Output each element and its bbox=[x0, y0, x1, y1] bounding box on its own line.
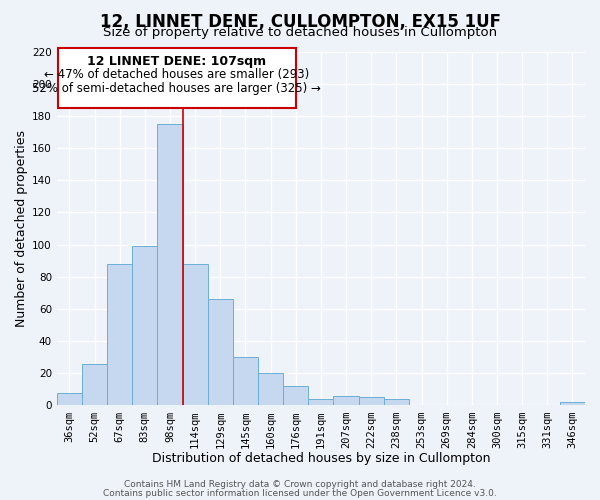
Bar bbox=[82, 364, 107, 406]
Bar bbox=[182, 264, 208, 406]
Bar bbox=[132, 246, 157, 406]
Bar bbox=[308, 399, 334, 406]
Text: Size of property relative to detached houses in Cullompton: Size of property relative to detached ho… bbox=[103, 26, 497, 39]
Bar bbox=[107, 264, 132, 406]
Text: 12, LINNET DENE, CULLOMPTON, EX15 1UF: 12, LINNET DENE, CULLOMPTON, EX15 1UF bbox=[100, 12, 500, 30]
Bar bbox=[334, 396, 359, 406]
Bar bbox=[384, 399, 409, 406]
Bar bbox=[560, 402, 585, 406]
X-axis label: Distribution of detached houses by size in Cullompton: Distribution of detached houses by size … bbox=[152, 452, 490, 465]
Bar bbox=[157, 124, 182, 406]
Bar bbox=[359, 398, 384, 406]
Y-axis label: Number of detached properties: Number of detached properties bbox=[15, 130, 28, 327]
Text: Contains HM Land Registry data © Crown copyright and database right 2024.: Contains HM Land Registry data © Crown c… bbox=[124, 480, 476, 489]
Bar bbox=[258, 374, 283, 406]
Text: ← 47% of detached houses are smaller (293): ← 47% of detached houses are smaller (29… bbox=[44, 68, 310, 80]
Bar bbox=[233, 357, 258, 406]
Bar bbox=[283, 386, 308, 406]
Bar bbox=[208, 300, 233, 406]
Text: 12 LINNET DENE: 107sqm: 12 LINNET DENE: 107sqm bbox=[88, 54, 266, 68]
Text: Contains public sector information licensed under the Open Government Licence v3: Contains public sector information licen… bbox=[103, 488, 497, 498]
FancyBboxPatch shape bbox=[58, 48, 296, 108]
Bar bbox=[57, 392, 82, 406]
Text: 52% of semi-detached houses are larger (325) →: 52% of semi-detached houses are larger (… bbox=[32, 82, 322, 95]
